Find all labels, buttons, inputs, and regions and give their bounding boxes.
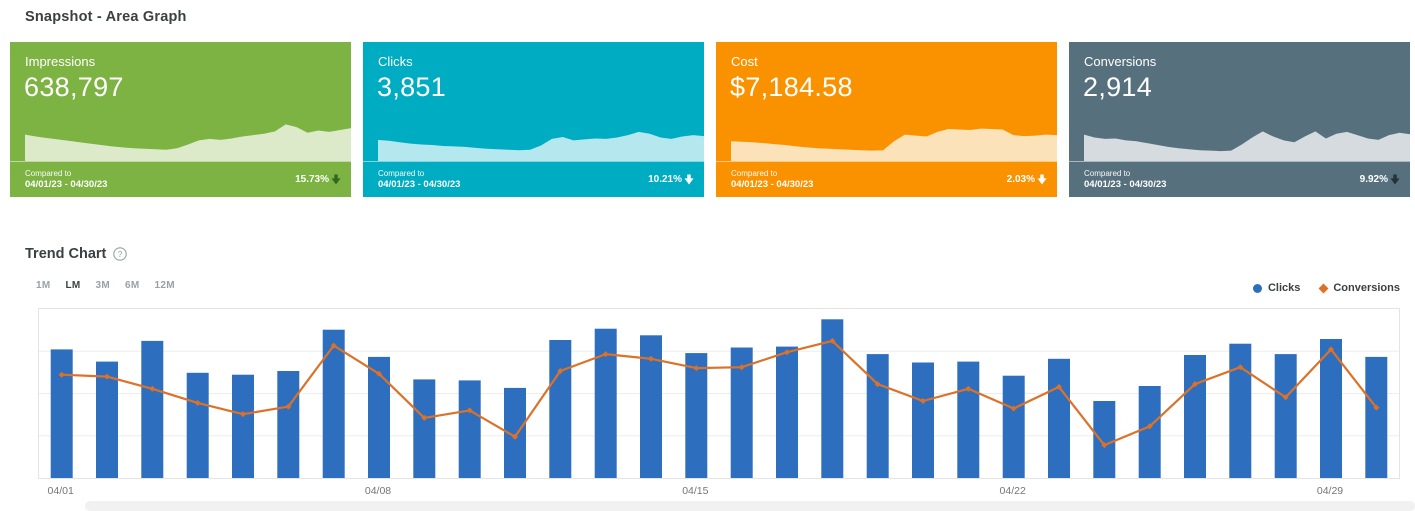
kpi-label: Clicks [378, 54, 413, 69]
x-tick-label: 04/08 [364, 485, 392, 497]
x-tick-label: 04/22 [999, 485, 1026, 497]
kpi-footer: Compared to 04/01/23 - 04/30/23 9.92% [1069, 161, 1410, 197]
trend-chart-header: Trend Chart ? [25, 246, 128, 262]
change-badge: 10.21% [648, 174, 694, 185]
trend-chart-title: Trend Chart [25, 246, 107, 262]
kpi-value: 638,797 [24, 72, 124, 102]
kpi-card-cost[interactable]: Cost $7,184.58 Compared to 04/01/23 - 04… [716, 42, 1057, 197]
conversions-sparkline [1084, 131, 1410, 161]
kpi-footer: Compared to 04/01/23 - 04/30/23 10.21% [363, 161, 704, 197]
range-3m[interactable]: 3M [95, 280, 111, 291]
arrow-down-icon [1390, 174, 1400, 185]
change-badge: 15.73% [295, 174, 341, 185]
x-tick-label: 04/29 [1316, 485, 1344, 497]
arrow-down-icon [1037, 174, 1047, 185]
change-badge: 9.92% [1360, 174, 1400, 185]
cost-sparkline [731, 128, 1057, 161]
time-range-selector: 1M LM 3M 6M 12M [36, 280, 175, 291]
trend-chart-canvas [39, 319, 1399, 478]
trend-chart-plot[interactable] [38, 308, 1400, 479]
impressions-sparkline [25, 124, 351, 161]
kpi-footer: Compared to 04/01/23 - 04/30/23 2.03% [716, 161, 1057, 197]
legend-item-clicks[interactable]: Clicks [1252, 282, 1300, 294]
compared-period: Compared to 04/01/23 - 04/30/23 [378, 168, 461, 190]
conversions-marker-icon [1318, 283, 1329, 293]
kpi-card-clicks[interactable]: Clicks 3,851 Compared to 04/01/23 - 04/3… [363, 42, 704, 197]
kpi-label: Conversions [1084, 54, 1157, 69]
change-badge: 2.03% [1007, 174, 1047, 185]
kpi-cards-row: Impressions 638,797 Compared to 04/01/23… [10, 42, 1410, 197]
arrow-down-icon [331, 174, 341, 185]
x-axis-labels: 04/01 04/08 04/15 04/22 04/29 [0, 485, 1415, 499]
clicks-sparkline [378, 131, 704, 161]
clicks-marker-icon [1252, 283, 1262, 293]
range-1m[interactable]: 1M [36, 280, 51, 291]
kpi-label: Impressions [25, 54, 96, 69]
kpi-footer: Compared to 04/01/23 - 04/30/23 15.73% [10, 161, 351, 197]
chart-legend: Clicks Conversions [1252, 282, 1400, 294]
page-title: Snapshot - Area Graph [25, 9, 187, 25]
legend-item-conversions[interactable]: Conversions [1318, 282, 1400, 294]
compared-period: Compared to 04/01/23 - 04/30/23 [1084, 168, 1167, 190]
range-12m[interactable]: 12M [154, 280, 175, 291]
horizontal-scrollbar[interactable] [85, 501, 1415, 511]
kpi-card-impressions[interactable]: Impressions 638,797 Compared to 04/01/23… [10, 42, 351, 197]
kpi-value: $7,184.58 [730, 72, 853, 102]
arrow-down-icon [684, 174, 694, 185]
kpi-value: 3,851 [377, 72, 447, 102]
kpi-value: 2,914 [1083, 72, 1153, 102]
kpi-card-conversions[interactable]: Conversions 2,914 Compared to 04/01/23 -… [1069, 42, 1410, 197]
x-tick-label: 04/15 [682, 485, 709, 497]
compared-period: Compared to 04/01/23 - 04/30/23 [25, 168, 108, 190]
kpi-label: Cost [731, 54, 758, 69]
range-lm[interactable]: LM [65, 280, 81, 291]
question-circle-icon[interactable]: ? [113, 247, 128, 261]
x-tick-label: 04/01 [47, 485, 74, 497]
range-6m[interactable]: 6M [125, 280, 140, 291]
svg-text:?: ? [118, 249, 123, 259]
compared-period: Compared to 04/01/23 - 04/30/23 [731, 168, 814, 190]
